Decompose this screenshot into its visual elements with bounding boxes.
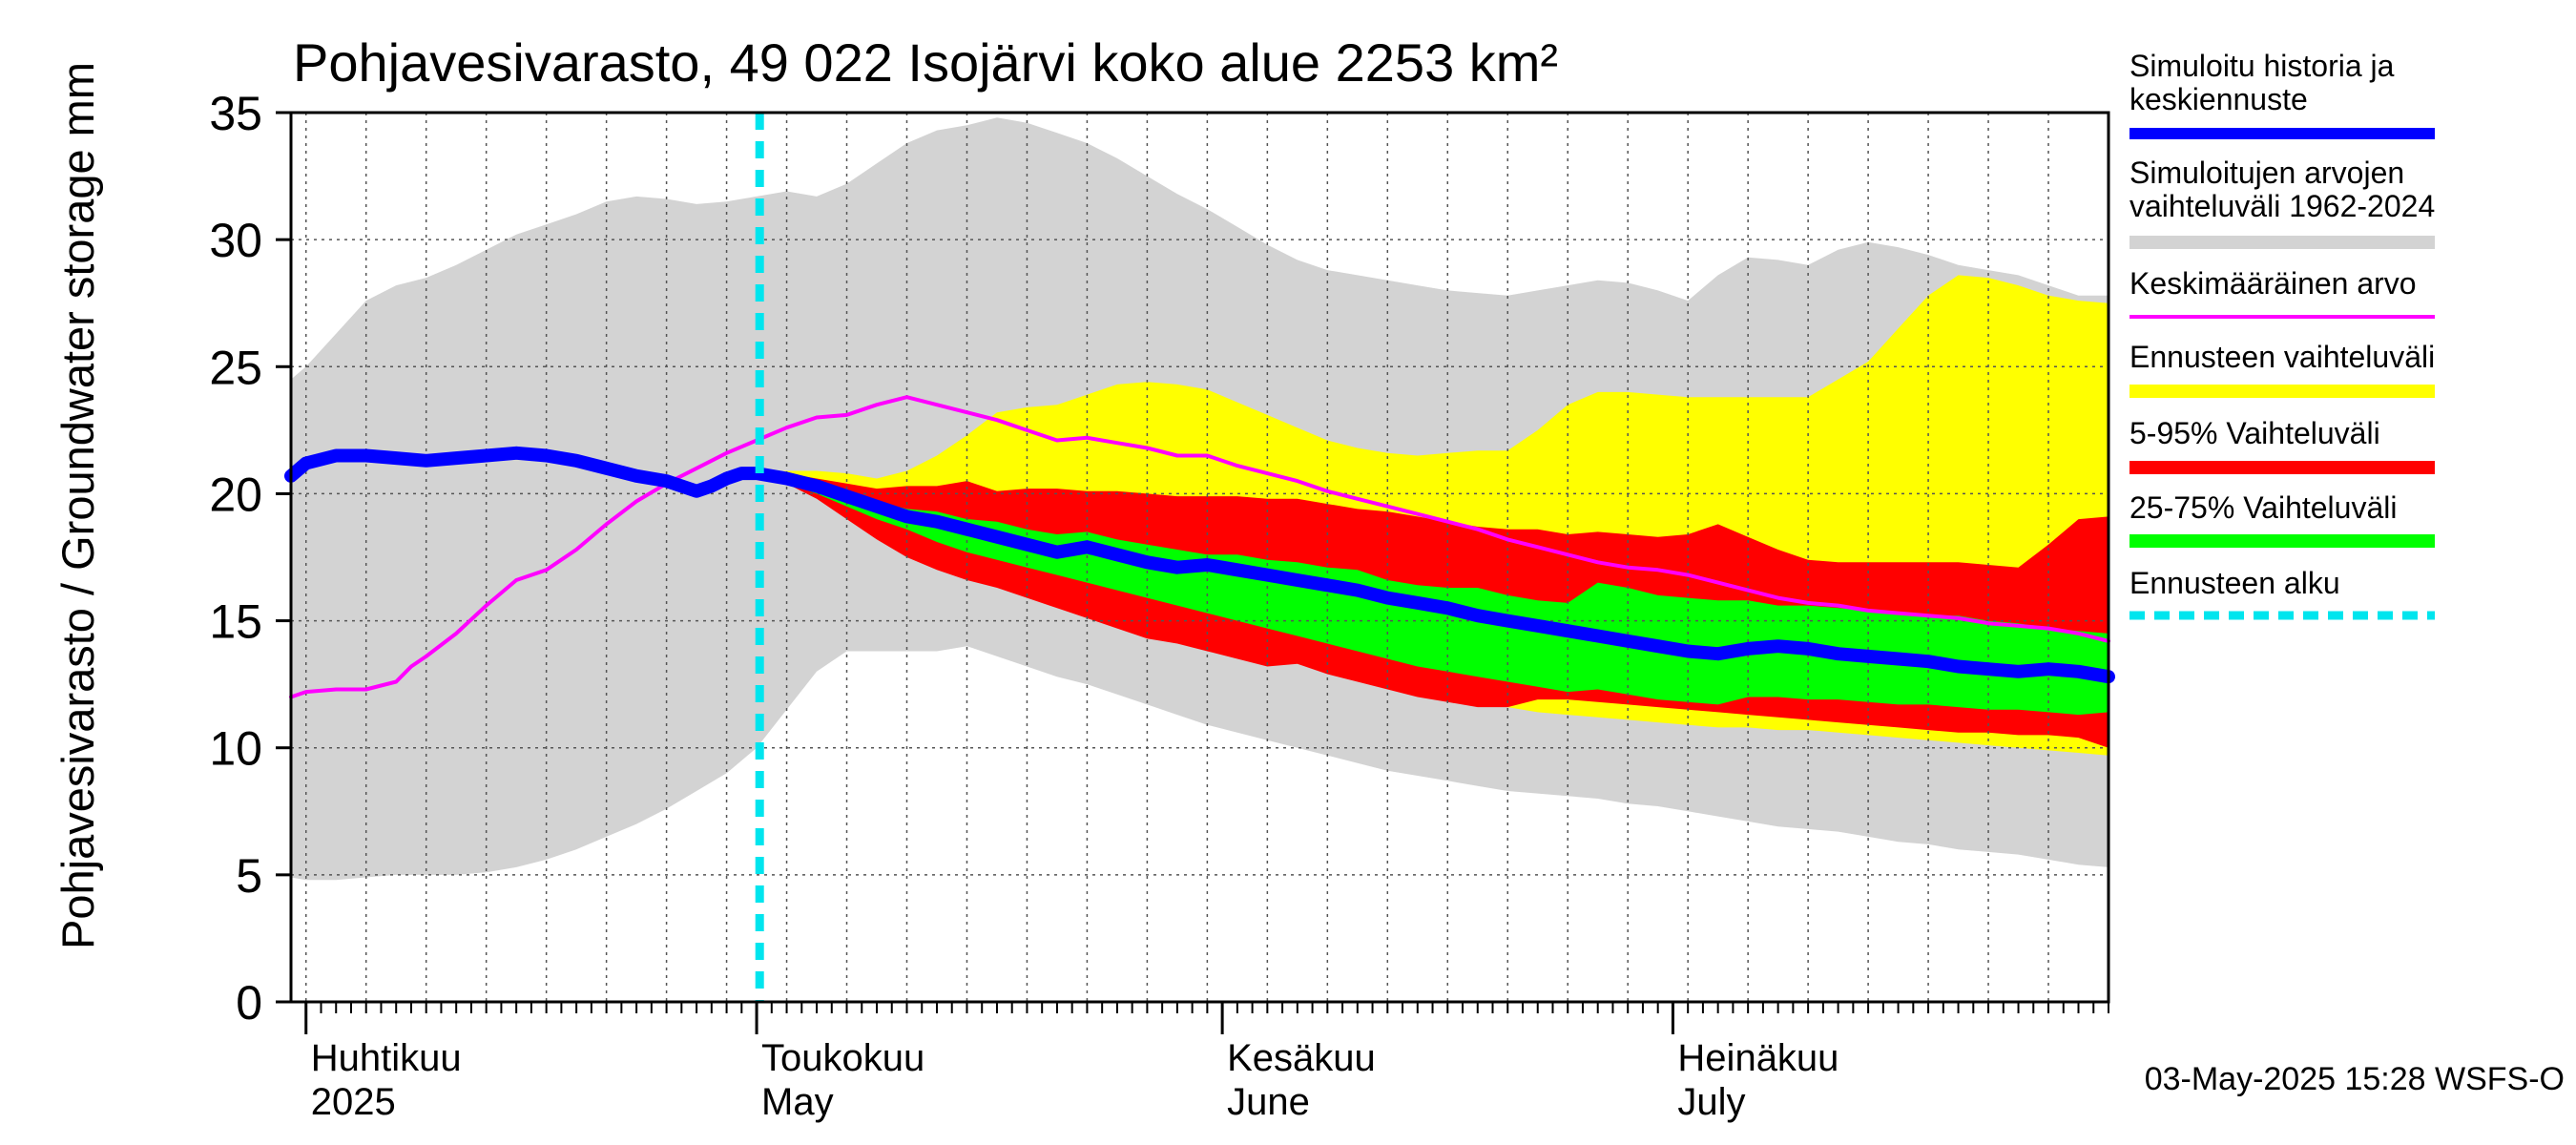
y-axis: 0 5 10 15 20 25 30 35 <box>209 87 291 1030</box>
band-layer <box>291 117 2109 881</box>
y-tick-label-25: 25 <box>209 341 262 394</box>
legend: Simuloitu historia jakeskiennusteSimuloi… <box>2129 49 2435 620</box>
y-tick-label-0: 0 <box>236 976 262 1030</box>
legend-label-2: Simuloitujen arvojen <box>2129 156 2404 190</box>
y-tick-label-30: 30 <box>209 214 262 267</box>
y-axis-label: Pohjavesivarasto / Groundwater storage m… <box>52 62 103 949</box>
month-sub-june: June <box>1227 1081 1310 1123</box>
line-keskim-r-inen-arvo <box>289 395 2110 699</box>
legend-label-7: Ennusteen alku <box>2129 566 2340 600</box>
month-name-kes-kuu: Kesäkuu <box>1227 1037 1376 1079</box>
legend-label-2-line2: vaihteluväli 1962-2024 <box>2129 189 2435 223</box>
legend-item-5-95-vaihteluv-li: 5-95% Vaihteluväli <box>2129 416 2435 474</box>
legend-label-6: 25-75% Vaihteluväli <box>2129 490 2397 525</box>
y-tick-label-35: 35 <box>209 87 262 140</box>
grid-layer <box>291 113 2109 1002</box>
plot-area <box>284 111 2115 1004</box>
y-tick-label-20: 20 <box>209 468 262 521</box>
band-25-75-vaihteluv-li <box>759 473 2109 716</box>
y-tick-label-15: 15 <box>209 595 262 649</box>
chart-title: Pohjavesivarasto, 49 022 Isojärvi koko a… <box>293 32 1558 93</box>
legend-label-5: 5-95% Vaihteluväli <box>2129 416 2380 450</box>
legend-label-1-line2: keskiennuste <box>2129 82 2308 116</box>
month-sub-may: May <box>761 1081 834 1123</box>
legend-item-keskim-r-inen-arvo: Keskimääräinen arvo <box>2129 266 2435 319</box>
x-axis <box>304 1002 2109 1034</box>
month-name-huhtikuu: Huhtikuu <box>311 1037 462 1079</box>
legend-item-25-75-vaihteluv-li: 25-75% Vaihteluväli <box>2129 490 2435 548</box>
legend-label-4: Ennusteen vaihteluväli <box>2129 340 2435 374</box>
legend-label-1: Simuloitu historia ja <box>2129 49 2395 83</box>
month-name-toukokuu: Toukokuu <box>761 1037 924 1079</box>
legend-item-ennusteen-vaihteluv-li: Ennusteen vaihteluväli <box>2129 340 2435 398</box>
y-tick-label-5: 5 <box>236 849 262 903</box>
timestamp: 03-May-2025 15:28 WSFS-O <box>2145 1061 2565 1097</box>
y-tick-label-10: 10 <box>209 722 262 776</box>
month-sub-2025: 2025 <box>311 1081 396 1123</box>
line-layer <box>284 395 2115 699</box>
month-sub-july: July <box>1677 1081 1745 1123</box>
line-simuloitu-historia-ja-keskiennuste <box>284 446 2115 684</box>
legend-label-3: Keskimääräinen arvo <box>2129 266 2417 301</box>
plot-frame <box>289 111 2110 1004</box>
month-name-hein-kuu: Heinäkuu <box>1677 1037 1839 1079</box>
legend-item-ennusteen-alku: Ennusteen alku <box>2129 566 2435 620</box>
